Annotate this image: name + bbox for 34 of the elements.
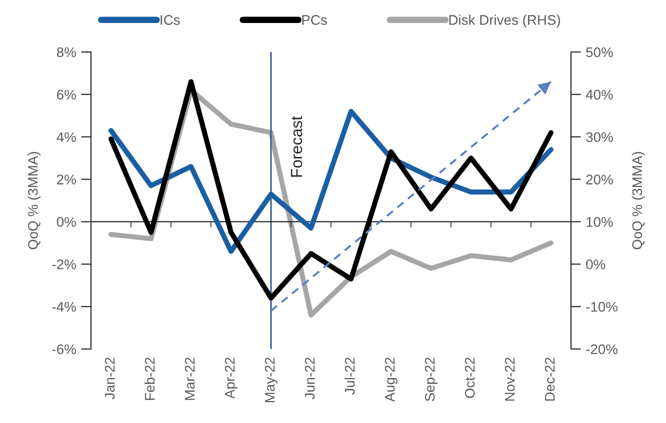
x-tick-label: Jun-22 <box>304 358 315 400</box>
y2-tick-label: 0% <box>586 259 606 270</box>
x-tick-label: Aug-22 <box>384 358 398 402</box>
y2-tick-label: -20% <box>586 344 618 354</box>
y-tick-label: -4% <box>52 302 76 312</box>
x-tick-label: Oct-22 <box>464 358 475 398</box>
y2-tick-label: 20% <box>586 174 613 184</box>
y-tick-label: 0% <box>56 217 76 227</box>
x-tick-label: Feb-22 <box>144 358 155 400</box>
x-tick-label: Jan-22 <box>104 358 115 400</box>
legend-label: ICs <box>160 15 180 25</box>
y-tick-label: -6% <box>52 344 76 354</box>
y2-tick-label: -10% <box>586 302 618 312</box>
y-axis-title: QoQ % (3MMA) <box>28 152 41 250</box>
y2-tick-label: 50% <box>586 47 613 58</box>
ref-line-label: Forecast <box>291 116 302 177</box>
legend-label: PCs <box>302 15 327 25</box>
x-tick-label: Apr-22 <box>224 358 238 399</box>
y-tick-label: -2% <box>52 259 76 270</box>
x-tick-label: Sep-22 <box>424 358 438 402</box>
y-tick-label: 8% <box>56 47 76 58</box>
x-tick-label: Jul-22 <box>344 358 355 395</box>
y2-tick-label: 40% <box>586 90 613 100</box>
x-tick-label: Nov-22 <box>504 358 515 401</box>
y2-tick-label: 10% <box>586 217 613 227</box>
x-tick-label: Dec-22 <box>544 358 555 401</box>
x-tick-label: May-22 <box>264 358 278 402</box>
y-tick-label: 4% <box>56 132 76 142</box>
y2-tick-label: 30% <box>586 132 613 142</box>
x-tick-label: Mar-22 <box>184 358 195 400</box>
legend-label: Disk Drives (RHS) <box>449 14 560 28</box>
y2-axis-title: QoQ % (3MMA) <box>632 152 645 250</box>
y-tick-label: 6% <box>57 90 76 100</box>
y-tick-label: 2% <box>57 174 76 184</box>
